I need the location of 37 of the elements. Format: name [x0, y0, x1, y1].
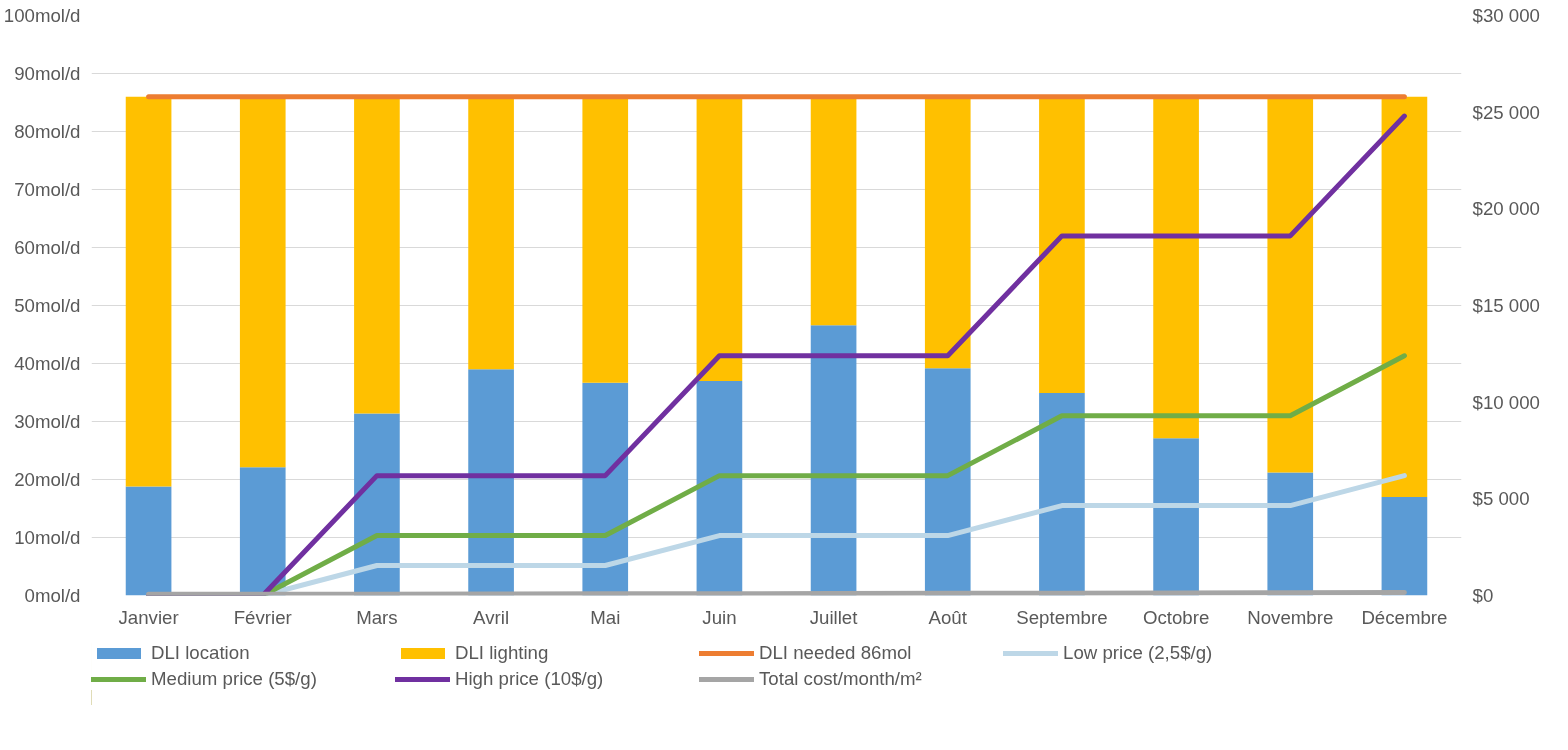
y2-tick-label: $10 000: [1472, 391, 1540, 413]
x-tick-label: Octobre: [1142, 606, 1210, 628]
legend-label: DLI location: [151, 642, 251, 664]
x-tick-label: Juillet: [809, 606, 859, 628]
y2-tick-label: $15 000: [1472, 295, 1540, 316]
y-tick-label: 100mol/d: [3, 5, 81, 26]
x-tick-label: Décembre: [1361, 606, 1448, 628]
y-tick-label: 60mol/d: [14, 237, 81, 258]
x-tick-label: Mars: [356, 606, 398, 628]
x-tick-label: Septembre: [1016, 606, 1108, 628]
x-tick-label: Juin: [702, 606, 737, 628]
legend-label: DLI needed 86mol: [759, 642, 913, 664]
legend-label: High price (10$/g): [455, 668, 605, 690]
x-tick-label: Avril: [473, 606, 510, 628]
y-tick-label: 40mol/d: [14, 353, 81, 374]
x-tick-label: Février: [233, 606, 292, 628]
y2-tick-label: $0: [1472, 585, 1494, 606]
y-tick-label: 80mol/d: [14, 121, 81, 142]
x-tick-label: Janvier: [118, 606, 179, 628]
y-tick-label: 20mol/d: [14, 469, 81, 490]
legend-label: Medium price (5$/g): [151, 668, 318, 690]
x-tick-label: Août: [928, 606, 968, 628]
legend-label: DLI lighting: [455, 642, 550, 664]
y-tick-label: 0mol/d: [24, 585, 81, 606]
x-tick-label: Mai: [590, 606, 621, 628]
y-tick-label: 50mol/d: [14, 295, 81, 316]
y2-tick-label: $5 000: [1472, 488, 1530, 510]
legend-label: Total cost/month/m²: [759, 668, 923, 690]
y-tick-label: 10mol/d: [14, 527, 81, 548]
x-tick-label: Novembre: [1247, 606, 1334, 628]
y2-tick-label: $25 000: [1472, 101, 1540, 123]
y-tick-label: 30mol/d: [14, 411, 81, 432]
y2-tick-label: $30 000: [1472, 5, 1540, 26]
y2-tick-label: $20 000: [1472, 198, 1540, 220]
legend-label: Low price (2,5$/g): [1063, 642, 1214, 664]
y-tick-label: 90mol/d: [14, 63, 81, 84]
y-tick-label: 70mol/d: [14, 179, 81, 200]
